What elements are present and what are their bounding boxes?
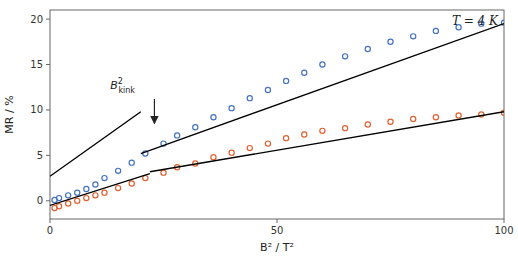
y-tick (46, 64, 50, 65)
y-tick (46, 155, 50, 156)
x-tick-label: 0 (47, 225, 53, 236)
scatter-point (56, 204, 61, 209)
scatter-point (320, 128, 325, 133)
scatter-point (229, 106, 234, 111)
scatter-point (56, 196, 61, 201)
annotation-sub: kink (118, 86, 135, 95)
x-tick (277, 219, 278, 223)
scatter-point (102, 176, 107, 181)
scatter-point (283, 78, 288, 83)
y-tick (46, 19, 50, 20)
y-tick-label: 0 (37, 195, 43, 206)
scatter-point (116, 168, 121, 173)
scatter-point (411, 34, 416, 39)
scatter-point (265, 87, 270, 92)
scatter-point (388, 119, 393, 124)
annotation-sup: 2 (118, 77, 123, 86)
scatter-point (66, 201, 71, 206)
scatter-point (365, 122, 370, 127)
scatter-point (411, 116, 416, 121)
scatter-point (433, 115, 438, 120)
scatter-point (265, 141, 270, 146)
scatter-point (66, 193, 71, 198)
scatter-point (116, 186, 121, 191)
scatter-point (75, 198, 80, 203)
y-tick-label: 10 (30, 104, 43, 115)
y-tick (46, 200, 50, 201)
x-tick (50, 219, 51, 223)
scatter-point (456, 113, 461, 118)
scatter-point (175, 133, 180, 138)
scatter-point (283, 136, 288, 141)
scatter-point (388, 39, 393, 44)
scatter-point (161, 170, 166, 175)
scatter-point (93, 182, 98, 187)
annotation-label: B2kink (110, 77, 135, 95)
scatter-point (102, 190, 107, 195)
annotation-arrow (154, 99, 155, 124)
fit-line (50, 174, 150, 206)
fit-line (141, 24, 504, 154)
scatter-point (229, 150, 234, 155)
fit-line (150, 112, 504, 172)
y-tick-label: 15 (30, 59, 43, 70)
scatter-point (129, 181, 134, 186)
y-axis-label: MR / % (3, 95, 16, 133)
x-tick-label: 100 (494, 225, 513, 236)
y-tick-label: 5 (37, 150, 43, 161)
scatter-point (211, 115, 216, 120)
scatter-point (343, 54, 348, 59)
scatter-point (193, 125, 198, 130)
scatter-point (302, 70, 307, 75)
scatter-point (211, 155, 216, 160)
annotation-text: B (110, 79, 118, 92)
scatter-point (247, 146, 252, 151)
fit-line (50, 112, 141, 177)
scatter-point (302, 132, 307, 137)
plot-area (50, 20, 504, 211)
scatter-point (247, 96, 252, 101)
y-tick-label: 20 (30, 14, 43, 25)
chart-title: T = 4 K (452, 14, 499, 28)
scatter-point (75, 190, 80, 195)
plot-frame (50, 10, 504, 219)
y-tick (46, 109, 50, 110)
scatter-point (433, 28, 438, 33)
scatter-point (343, 126, 348, 131)
scatter-point (365, 46, 370, 51)
x-tick (504, 219, 505, 223)
scatter-point (84, 186, 89, 191)
x-axis-label: B² / T² (260, 241, 294, 254)
scatter-point (129, 160, 134, 165)
scatter-point (320, 62, 325, 67)
x-tick-label: 50 (271, 225, 284, 236)
scatter-point (93, 193, 98, 198)
scatter-point (84, 196, 89, 201)
